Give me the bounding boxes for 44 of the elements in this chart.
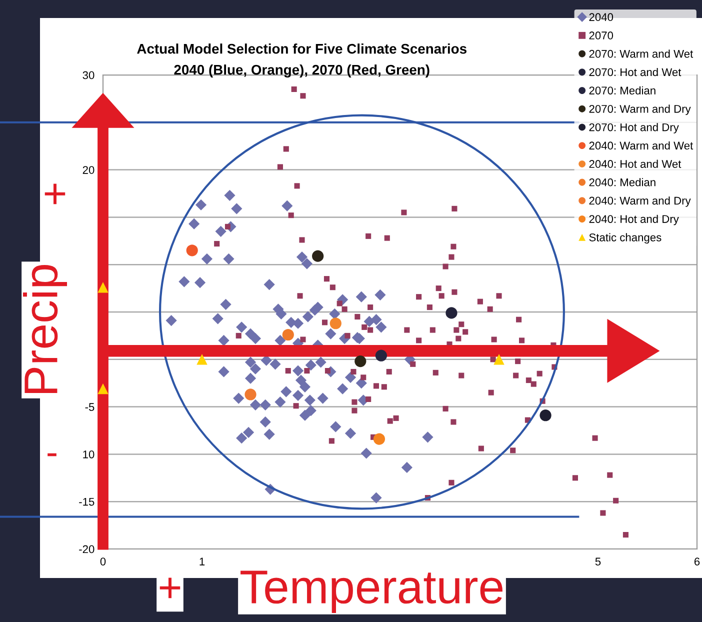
point bbox=[98, 383, 108, 394]
point bbox=[244, 388, 256, 400]
point bbox=[312, 250, 324, 262]
y-tick-label: -5 bbox=[85, 403, 94, 411]
point bbox=[98, 282, 108, 293]
point bbox=[446, 307, 458, 319]
point bbox=[282, 328, 294, 341]
legend-label: 2070: Median bbox=[589, 86, 656, 94]
text: Temperature bbox=[240, 570, 502, 614]
legend-label: 2040: Warm and Dry bbox=[589, 196, 691, 207]
point bbox=[494, 354, 504, 365]
point bbox=[375, 350, 387, 362]
legend-label: 2040: Hot and Dry bbox=[589, 214, 679, 226]
legend-label: 2070: Warm and Wet bbox=[589, 50, 694, 58]
x-tick-label: 0 bbox=[100, 558, 106, 566]
legend-label: 2040: Hot and Wet bbox=[589, 160, 682, 168]
legend-label: 2040 bbox=[589, 13, 614, 22]
text: Precip bbox=[22, 265, 68, 394]
y-tick-label: 30 bbox=[82, 71, 94, 80]
x-tick-label: 5 bbox=[595, 558, 601, 566]
point bbox=[186, 244, 198, 256]
legend-label: 2040: Median bbox=[589, 178, 656, 186]
text: + bbox=[44, 184, 66, 204]
point bbox=[196, 354, 208, 365]
y-tick-label: 10 bbox=[83, 450, 94, 458]
point bbox=[354, 355, 366, 368]
x-tick-label: 6 bbox=[694, 558, 700, 566]
legend-label: 2070 bbox=[589, 32, 614, 40]
legend-label: Static changes bbox=[589, 233, 662, 244]
chart-subtitle: 2040 (Blue, Orange), 2070 (Red, Green) bbox=[174, 64, 430, 78]
chart-title: Actual Model Selection for Five Climate Scenarios bbox=[137, 44, 466, 54]
legend-label: 2070: Warm and Dry bbox=[589, 104, 691, 116]
y-tick-label: -20 bbox=[79, 545, 94, 554]
legend-label: 2040: Warm and Wet bbox=[589, 141, 694, 150]
legend-label: 2070: Hot and Wet bbox=[589, 68, 682, 76]
legend-label: 2070: Hot and Dry bbox=[589, 123, 679, 134]
x-tick-label: 1 bbox=[200, 558, 205, 566]
point bbox=[330, 318, 342, 330]
point bbox=[373, 433, 386, 445]
text: + bbox=[160, 578, 180, 598]
y-tick-label: 20 bbox=[82, 166, 94, 174]
text: - bbox=[48, 453, 56, 456]
y-tick-label: -15 bbox=[79, 498, 94, 506]
point bbox=[540, 410, 552, 422]
